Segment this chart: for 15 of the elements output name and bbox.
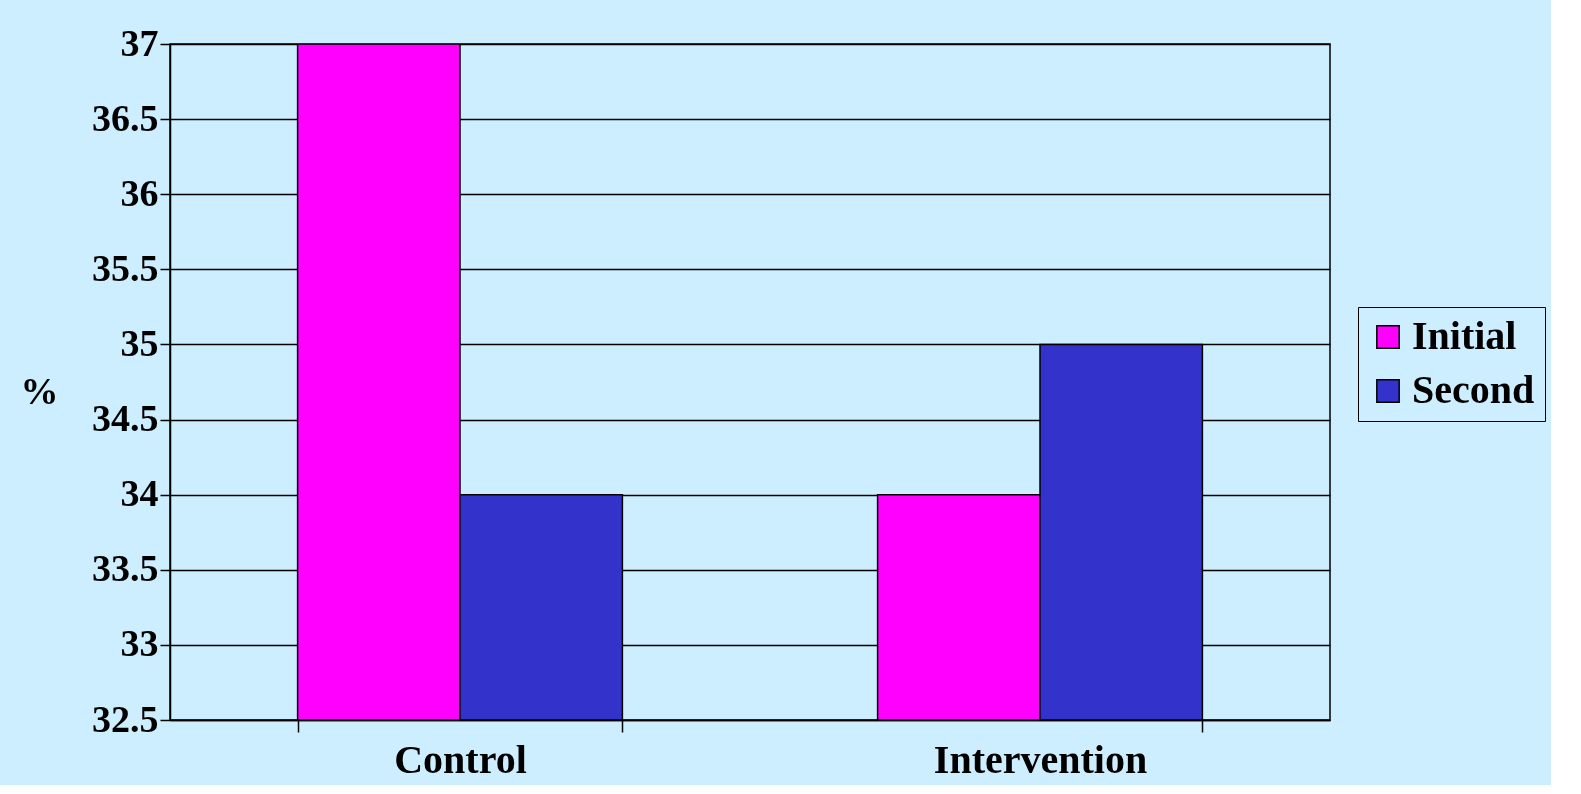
y-tick-label: 35.5	[92, 246, 159, 289]
x-tick-label: Intervention	[933, 736, 1148, 782]
y-tick-label: 36.5	[92, 96, 159, 139]
y-tick-label: 33.5	[92, 547, 159, 590]
y-tick-label: 37	[120, 21, 159, 64]
y-tick-label: 35	[120, 321, 159, 364]
legend-label: Initial	[1412, 313, 1517, 358]
y-tick-label: 36	[120, 171, 159, 214]
legend-label: Second	[1412, 367, 1535, 412]
x-tick-label: Control	[394, 736, 527, 782]
y-tick-label: 34	[120, 472, 159, 515]
y-axis-title: %	[20, 369, 59, 412]
y-tick-label: 32.5	[92, 697, 159, 740]
y-tick-label: 33	[120, 622, 159, 665]
y-tick-label: 34.5	[92, 397, 159, 440]
